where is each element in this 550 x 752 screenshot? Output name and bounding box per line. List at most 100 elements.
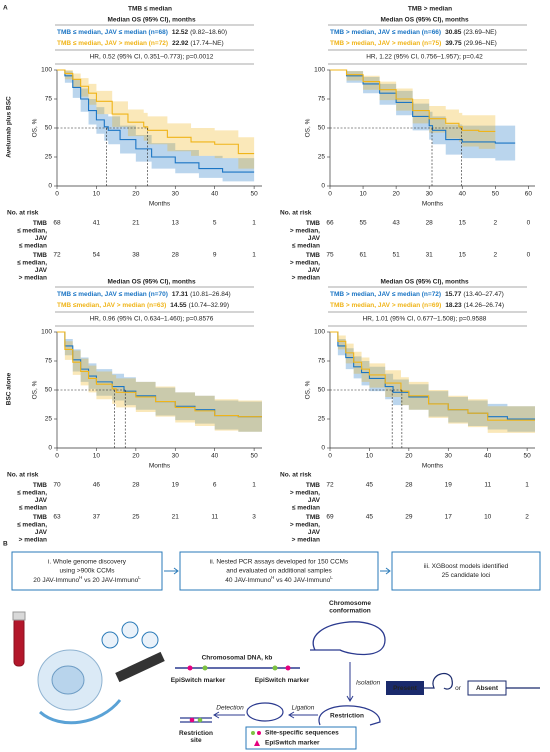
- superscript: L: [330, 575, 333, 580]
- x-tick-label: 50: [250, 191, 258, 198]
- at-risk-count: 72: [326, 482, 334, 489]
- nucleus: [51, 665, 85, 695]
- table-row: TMB ≤ median, JAV > median (n=72) 22.92 (1…: [57, 40, 224, 47]
- at-risk-label: TMB > median, JAV ≤ median: [290, 482, 321, 512]
- molecule-icon: [121, 621, 139, 639]
- survival-curve: [57, 69, 255, 173]
- y-tick-label: 0: [321, 183, 325, 190]
- at-risk-count: 68: [53, 220, 61, 227]
- at-risk-count: 46: [93, 482, 101, 489]
- at-risk-count: 2: [494, 252, 498, 259]
- at-risk-count: 45: [366, 482, 374, 489]
- survival-curve: [57, 69, 255, 155]
- table-row: TMB ≤median, JAV > median (n=63) 14.55 (10…: [57, 302, 229, 309]
- at-risk-label: TMB ≤ median, JAV > median: [17, 514, 48, 544]
- at-risk-count: 10: [484, 514, 492, 521]
- median-ci: (10.81–26.84): [190, 291, 230, 298]
- at-risk-count: 75: [326, 252, 334, 259]
- restriction-loop: [318, 705, 381, 726]
- at-risk-count: 19: [445, 482, 453, 489]
- survival-curve: [57, 331, 262, 418]
- at-risk-count: 63: [53, 514, 61, 521]
- panel-label: B: [3, 541, 8, 548]
- at-risk-count: 11: [211, 514, 218, 521]
- x-tick-label: 30: [426, 191, 434, 198]
- at-risk-count: 37: [93, 514, 101, 521]
- row-title: BSC alone: [6, 372, 13, 405]
- at-risk-count: 66: [326, 220, 334, 227]
- at-risk-count: 0: [527, 220, 531, 227]
- at-risk-count: 15: [459, 252, 467, 259]
- legend-dot: [251, 731, 255, 735]
- x-tick-label: 40: [484, 453, 492, 460]
- at-risk-count: 2: [525, 514, 529, 521]
- step-text: 25 candidate loci: [442, 572, 491, 579]
- molecule-icon: [101, 631, 119, 649]
- at-risk-count: 70: [53, 482, 61, 489]
- median-value: 12.52: [172, 29, 189, 36]
- y-axis-label: OS, %: [32, 118, 39, 137]
- label: Chromosomal DNA, kb: [202, 655, 273, 662]
- label: Isolation: [356, 680, 381, 687]
- at-risk-count: 28: [405, 482, 413, 489]
- step-arrow: [380, 567, 391, 575]
- series-name: TMB ≤ median, JAV ≤ median (n=70): [57, 291, 168, 298]
- y-tick-label: 0: [48, 183, 52, 190]
- hazard-ratio: HR, 1.22 (95% CI, 0.756–1.957); p=0.42: [366, 54, 483, 61]
- y-tick-label: 25: [45, 154, 53, 161]
- step-box: [391, 551, 541, 591]
- x-tick-label: 0: [328, 191, 332, 198]
- median-ci: (13.40–27.47): [463, 291, 503, 298]
- table-title: Median OS (95% CI), months: [107, 17, 196, 24]
- table-row: TMB ≤ median, JAV ≤ median (n=70) 17.31 (1…: [57, 291, 231, 298]
- y-tick-label: 0: [321, 445, 325, 452]
- at-risk-label: TMB > median, JAV > median: [290, 252, 321, 282]
- x-axis-label: Months: [149, 201, 171, 208]
- at-risk-count: 51: [393, 252, 401, 259]
- series-name: TMB > median, JAV > median (n=69): [330, 302, 441, 309]
- step-text: iii. XGBoost models identified: [424, 563, 509, 570]
- x-tick-label: 10: [93, 191, 101, 198]
- at-risk-count: 2: [494, 220, 498, 227]
- at-risk-count: 5: [213, 220, 217, 227]
- x-tick-label: 20: [132, 191, 140, 198]
- y-tick-label: 100: [314, 67, 325, 74]
- hazard-ratio: HR, 0.52 (95% CI, 0.351–0.773); p=0.0012: [90, 54, 214, 61]
- panel-label: A: [3, 5, 8, 12]
- at-risk-title: No. at risk: [7, 472, 39, 479]
- x-tick-label: 0: [55, 453, 59, 460]
- at-risk-count: 55: [359, 220, 367, 227]
- y-tick-label: 75: [45, 96, 53, 103]
- at-risk-label: TMB > median, JAV ≤ median: [290, 220, 321, 250]
- table-row: TMB > median, JAV > median (n=69) 18.23 (1…: [330, 302, 504, 309]
- median-value: 17.31: [172, 291, 189, 298]
- chromosome-loop: [310, 621, 386, 656]
- x-tick-label: 50: [523, 453, 531, 460]
- step-box: [11, 551, 163, 591]
- dna-site: [285, 665, 291, 671]
- y-axis-label: OS, %: [305, 380, 312, 399]
- label: or: [455, 685, 462, 692]
- cohort-text: vs 20 JAV-Immuno: [82, 577, 138, 584]
- step-text: i. Whole genome discovery: [48, 559, 127, 566]
- at-risk-count: 54: [93, 252, 101, 259]
- at-risk-count: 15: [459, 220, 467, 227]
- label: Restriction: [330, 713, 364, 720]
- x-tick-label: 30: [172, 191, 180, 198]
- confidence-band: [330, 332, 535, 433]
- label: Chromosome conformation: [329, 600, 371, 615]
- x-axis-label: Months: [422, 201, 444, 208]
- x-axis-label: Months: [149, 463, 171, 470]
- x-tick-label: 10: [366, 453, 374, 460]
- at-risk-count: 17: [445, 514, 453, 521]
- x-tick-label: 20: [393, 191, 401, 198]
- label: EpiSwitch marker: [171, 677, 226, 684]
- arrow: [213, 711, 245, 719]
- at-risk-count: 1: [252, 252, 256, 259]
- legend-dot: [257, 731, 261, 735]
- x-tick-label: 30: [172, 453, 180, 460]
- survival-curve: [330, 69, 496, 133]
- at-risk-label: TMB ≤ median, JAV ≤ median: [17, 220, 48, 250]
- at-risk-count: 21: [172, 514, 180, 521]
